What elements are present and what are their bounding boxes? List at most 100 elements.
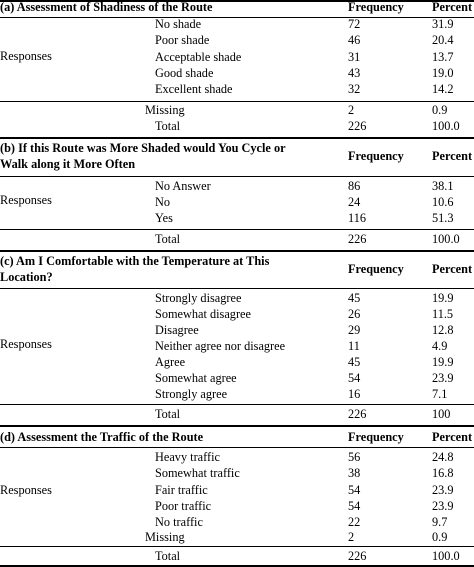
section-b-title-line1: (b) If this Route was More Shaded would … [0, 141, 286, 155]
row-label: Excellent shade [155, 82, 233, 96]
rule-b-body [0, 229, 474, 230]
row-frequency: 54 [348, 371, 361, 385]
row-label: Somewhat disagree [155, 307, 251, 321]
row-frequency: 45 [348, 355, 361, 369]
row-label: Strongly disagree [155, 291, 242, 305]
row-percent: 19.9 [432, 355, 454, 369]
row-frequency: 43 [348, 66, 361, 80]
rule-d-body [0, 546, 474, 547]
row-label: No traffic [155, 515, 203, 529]
row-frequency: 54 [348, 499, 361, 513]
row-percent: 14.2 [432, 82, 454, 96]
total-frequency: 226 [348, 407, 367, 421]
row-label: No shade [155, 17, 202, 31]
row-frequency: 22 [348, 515, 361, 529]
missing-label: Missing [145, 103, 185, 117]
row-frequency: 26 [348, 307, 361, 321]
rule-top-d [0, 425, 474, 427]
missing-frequency: 2 [348, 103, 355, 117]
col-header-percent: Percent [432, 262, 473, 276]
total-percent: 100.0 [432, 232, 460, 246]
rule-top-c [0, 250, 474, 252]
row-percent: 10.6 [432, 195, 454, 209]
col-header-frequency: Frequency [348, 149, 404, 163]
missing-percent: 0.9 [432, 530, 448, 544]
row-label: Good shade [155, 66, 214, 80]
row-frequency: 11 [348, 339, 360, 353]
missing-percent: 0.9 [432, 103, 448, 117]
row-label: Acceptable shade [155, 50, 242, 64]
total-label: Total [155, 407, 181, 421]
total-label: Total [155, 119, 181, 133]
missing-label: Missing [145, 530, 185, 544]
row-frequency: 54 [348, 483, 361, 497]
row-percent: 23.9 [432, 483, 454, 497]
row-label: Fair traffic [155, 483, 208, 497]
section-c-title-line2: Location? [0, 270, 53, 284]
row-percent: 7.1 [432, 387, 448, 401]
section-a-title: (a) Assessment of Shadiness of the Route [0, 0, 213, 14]
row-label: Strongly agree [155, 387, 228, 401]
row-frequency: 46 [348, 33, 361, 47]
col-header-frequency: Frequency [348, 262, 404, 276]
row-percent: 16.8 [432, 466, 454, 480]
total-frequency: 226 [348, 549, 367, 563]
row-percent: 38.1 [432, 179, 454, 193]
row-percent: 20.4 [432, 33, 454, 47]
row-label: No [155, 195, 171, 209]
row-frequency: 116 [348, 211, 366, 225]
row-percent: 51.3 [432, 211, 454, 225]
row-label: No Answer [155, 179, 211, 193]
rule-top-b [0, 137, 474, 139]
col-header-frequency: Frequency [348, 430, 404, 444]
total-label: Total [155, 232, 181, 246]
section-c-title-line1: (c) Am I Comfortable with the Temperatur… [0, 254, 270, 268]
rule-c-body [0, 404, 474, 405]
row-label: Agree [155, 355, 186, 369]
section-d-group-label: Responses [0, 483, 52, 497]
total-frequency: 226 [348, 232, 367, 246]
row-label: Somewhat traffic [155, 466, 240, 480]
section-c-group-label: Responses [0, 337, 52, 351]
row-frequency: 32 [348, 82, 361, 96]
rule-bottom [0, 565, 474, 567]
section-d-title: (d) Assessment the Traffic of the Route [0, 430, 204, 444]
total-percent: 100.0 [432, 119, 460, 133]
row-label: Yes [155, 211, 173, 225]
rule-c-header [0, 288, 474, 289]
row-label: Poor shade [155, 33, 210, 47]
total-percent: 100.0 [432, 549, 460, 563]
rule-a-header [0, 17, 474, 18]
section-b-group-label: Responses [0, 193, 52, 207]
rule-a-body [0, 101, 474, 102]
row-percent: 12.8 [432, 323, 454, 337]
row-frequency: 38 [348, 466, 361, 480]
section-a-group-label: Responses [0, 49, 52, 63]
row-label: Neither agree nor disagree [155, 339, 286, 353]
row-frequency: 56 [348, 450, 361, 464]
total-frequency: 226 [348, 119, 367, 133]
total-label: Total [155, 549, 181, 563]
col-header-percent: Percent [432, 430, 473, 444]
row-percent: 31.9 [432, 17, 454, 31]
row-frequency: 72 [348, 17, 361, 31]
col-header-percent: Percent [432, 149, 473, 163]
section-b-title-line2: Walk along it More Often [0, 157, 136, 171]
col-header-frequency: Frequency [348, 0, 404, 14]
row-percent: 23.9 [432, 371, 454, 385]
row-frequency: 45 [348, 291, 361, 305]
row-percent: 11.5 [432, 307, 454, 321]
row-label: Somewhat agree [155, 371, 237, 385]
rule-top-a [0, 0, 474, 2]
row-percent: 13.7 [432, 50, 454, 64]
rule-d-header [0, 447, 474, 448]
total-percent: 100 [432, 407, 451, 421]
row-label: Disagree [155, 323, 199, 337]
row-label: Heavy traffic [155, 450, 220, 464]
row-percent: 9.7 [432, 515, 448, 529]
row-frequency: 24 [348, 195, 361, 209]
row-frequency: 31 [348, 50, 361, 64]
row-frequency: 16 [348, 387, 361, 401]
rule-b-header [0, 176, 474, 177]
row-label: Poor traffic [155, 499, 212, 513]
